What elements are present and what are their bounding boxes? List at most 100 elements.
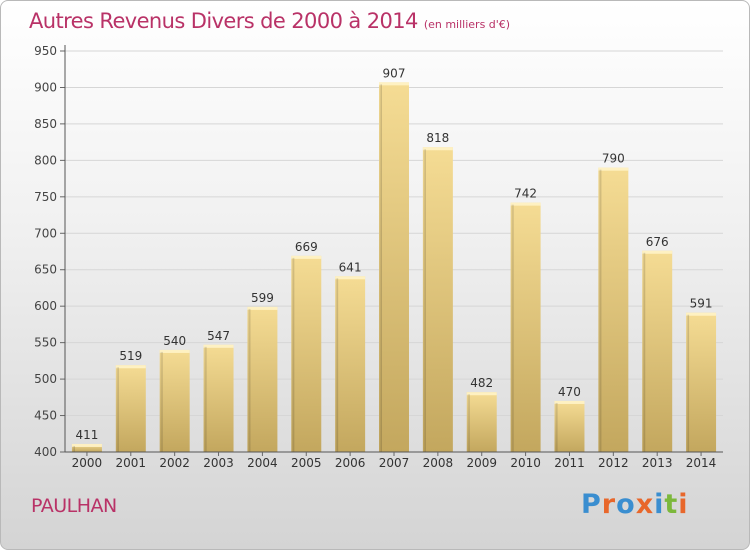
x-tick-label: 2004	[247, 456, 278, 470]
proxiti-logo: Proxiti	[581, 489, 689, 520]
bar	[115, 365, 146, 452]
bar	[379, 82, 409, 453]
bar-shadow	[422, 149, 426, 453]
y-tick-label: 700	[34, 226, 57, 240]
bar-highlight	[466, 392, 497, 396]
bar-value-label: 482	[470, 376, 493, 390]
y-tick-label: 900	[34, 80, 57, 94]
chart-title: Autres Revenus Divers de 2000 à 2014 (en …	[29, 9, 510, 33]
bar-highlight	[598, 167, 629, 171]
bar-2000	[71, 443, 102, 452]
bar-shadow	[598, 169, 602, 452]
bar-2008	[422, 147, 453, 453]
bar-highlight	[71, 443, 102, 447]
bar	[335, 276, 366, 452]
bar-2014	[686, 312, 717, 452]
bar-shadow	[379, 84, 382, 453]
bar-2012	[598, 167, 629, 452]
y-tick-label: 450	[34, 409, 57, 423]
bar	[203, 344, 234, 452]
bar-shadow	[247, 308, 251, 452]
bar	[291, 255, 322, 452]
bar	[598, 167, 629, 452]
bar-value-label: 818	[426, 131, 449, 145]
bar	[247, 306, 278, 452]
bar-shadow	[203, 346, 207, 452]
bar	[466, 392, 497, 452]
bar-value-label: 591	[690, 297, 713, 311]
bar-shadow	[71, 445, 75, 452]
bar-value-label: 742	[514, 187, 537, 201]
axes	[60, 45, 723, 456]
bar-value-label: 519	[119, 349, 142, 363]
bar-value-label: 669	[295, 240, 318, 254]
labels: 400 450 500 550 600 650 700 750 800 850 900 950 411 2…	[34, 44, 716, 470]
bar-2011	[554, 400, 585, 452]
logo-letter: i	[654, 489, 665, 520]
bar-2002	[159, 349, 190, 452]
bar-highlight	[335, 276, 366, 280]
bar-shadow	[115, 367, 119, 452]
bar-shadow	[159, 351, 163, 452]
bar-2003	[203, 344, 234, 452]
bar-highlight	[203, 344, 234, 348]
bar-highlight	[422, 147, 453, 151]
bar-shadow	[510, 204, 514, 452]
y-tick-label: 850	[34, 117, 57, 131]
logo-letter: x	[635, 489, 655, 520]
bar-highlight	[686, 312, 717, 316]
bar-value-label: 907	[383, 66, 406, 80]
bar-value-label: 676	[646, 235, 669, 249]
x-tick-label: 2008	[423, 456, 454, 470]
bar	[554, 400, 585, 452]
bar-highlight	[291, 255, 322, 259]
bar-highlight	[379, 82, 409, 86]
x-tick-label: 2007	[379, 456, 410, 470]
bar-value-label: 547	[207, 329, 230, 343]
y-tick-label: 600	[34, 299, 57, 313]
bar-highlight	[642, 250, 673, 254]
bar-value-label: 411	[75, 428, 98, 442]
y-tick-label: 650	[34, 263, 57, 277]
x-tick-label: 2003	[203, 456, 234, 470]
bar-2009	[466, 392, 497, 452]
bar-2007	[379, 82, 409, 453]
x-tick-label: 2011	[554, 456, 585, 470]
logo-letter: o	[616, 489, 636, 520]
bar-value-label: 470	[558, 385, 581, 399]
x-tick-label: 2000	[72, 456, 103, 470]
bar	[422, 147, 453, 453]
x-tick-label: 2014	[686, 456, 717, 470]
x-tick-label: 2013	[642, 456, 673, 470]
bar	[686, 312, 717, 452]
bar-2013	[642, 250, 673, 452]
bar	[642, 250, 673, 452]
bar-shadow	[335, 278, 339, 452]
x-tick-label: 2002	[159, 456, 190, 470]
logo-letter: t	[664, 489, 679, 520]
bar	[71, 443, 102, 452]
bar-highlight	[554, 400, 585, 404]
chart-subtitle: (en milliers d'€)	[423, 18, 511, 31]
bar-value-label: 790	[602, 152, 625, 166]
logo-letter: i	[678, 489, 689, 520]
logo-letter: P	[581, 489, 602, 520]
bar-shadow	[642, 252, 646, 452]
bar-2005	[291, 255, 322, 452]
bar-highlight	[247, 306, 278, 310]
bar-shadow	[554, 402, 558, 452]
logo-letter: r	[601, 489, 617, 520]
x-tick-label: 2010	[510, 456, 541, 470]
bar-value-label: 540	[163, 334, 186, 348]
chart-title-text: Autres Revenus Divers de 2000 à 2014	[29, 9, 418, 33]
x-tick-label: 2005	[291, 456, 322, 470]
bar-highlight	[159, 349, 190, 353]
y-tick-label: 550	[34, 336, 57, 350]
bar-shadow	[291, 257, 295, 452]
bar-shadow	[686, 314, 690, 452]
place-name: PAULHAN	[31, 495, 117, 517]
y-tick-label: 950	[34, 44, 57, 58]
bar	[510, 202, 541, 452]
